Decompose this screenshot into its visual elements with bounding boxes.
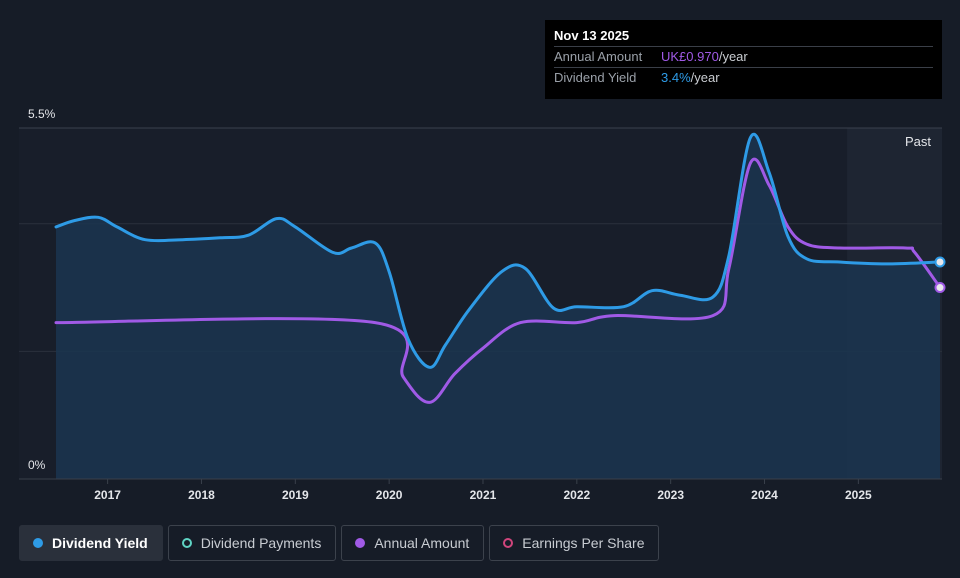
legend-earnings-per-share[interactable]: Earnings Per Share xyxy=(489,525,660,561)
tooltip-annual-row: Annual Amount UK£0.970/year xyxy=(554,46,933,67)
x-tick-label: 2022 xyxy=(563,488,590,502)
annual-amount-line xyxy=(54,157,942,404)
x-tick-label: 2021 xyxy=(470,488,497,502)
yield-area xyxy=(56,134,940,479)
legend-earnings-per-share-label: Earnings Per Share xyxy=(522,535,645,551)
x-tick-label: 2018 xyxy=(188,488,215,502)
dividend-yield-endpoint xyxy=(934,256,946,268)
tooltip-annual-unit: /year xyxy=(718,49,748,64)
dividend-yield-line xyxy=(54,133,942,369)
y-tick-label-min: 0% xyxy=(28,458,46,472)
tooltip-date: Nov 13 2025 xyxy=(554,28,630,43)
legend-annual-amount-label: Annual Amount xyxy=(374,535,470,551)
tooltip-annual-value: UK£0.970 xyxy=(661,49,719,64)
dividend-yield-area xyxy=(56,134,940,479)
tooltip-yield-row: Dividend Yield 3.4%/year xyxy=(554,67,933,88)
tooltip-annual-label: Annual Amount xyxy=(554,49,643,64)
annual-amount-dot-icon xyxy=(355,538,366,548)
legend-dividend-payments[interactable]: Dividend Payments xyxy=(167,525,337,561)
series-lines xyxy=(54,133,942,404)
series-endpoints xyxy=(934,256,946,294)
legend-annual-amount[interactable]: Annual Amount xyxy=(341,525,485,561)
tooltip-yield-label: Dividend Yield xyxy=(554,70,637,85)
tooltip-yield-value-group: 3.4%/year xyxy=(661,68,720,88)
tooltip-annual-value-group: UK£0.970/year xyxy=(661,47,748,67)
dividend-yield-dot-icon xyxy=(33,538,43,548)
tooltip-yield-unit: /year xyxy=(690,70,720,85)
x-tick-label: 2023 xyxy=(657,488,684,502)
x-tick-label: 2020 xyxy=(376,488,403,502)
past-label: Past xyxy=(905,134,931,149)
legend-dividend-yield[interactable]: Dividend Yield xyxy=(19,525,163,561)
hover-tooltip: Nov 13 2025 Annual Amount UK£0.970/year … xyxy=(545,20,942,99)
dividend-payments-ring-icon xyxy=(181,538,192,548)
x-tick-label: 2024 xyxy=(751,488,778,502)
legend-dividend-payments-label: Dividend Payments xyxy=(200,535,322,551)
x-tick-label: 2025 xyxy=(845,488,872,502)
legend-dividend-yield-label: Dividend Yield xyxy=(52,535,148,551)
tooltip-yield-value: 3.4% xyxy=(661,70,691,85)
annual-amount-endpoint xyxy=(934,282,946,294)
x-tick-label: 2019 xyxy=(282,488,309,502)
x-tick-label: 2017 xyxy=(94,488,121,502)
chart-legend: Dividend Yield Dividend Payments Annual … xyxy=(19,525,660,561)
earnings-per-share-ring-icon xyxy=(503,538,514,548)
x-axis: 2017 2018 2019 2020 2021 2022 2023 2024 2025 xyxy=(94,479,872,502)
y-tick-label-max: 5.5% xyxy=(28,107,56,121)
